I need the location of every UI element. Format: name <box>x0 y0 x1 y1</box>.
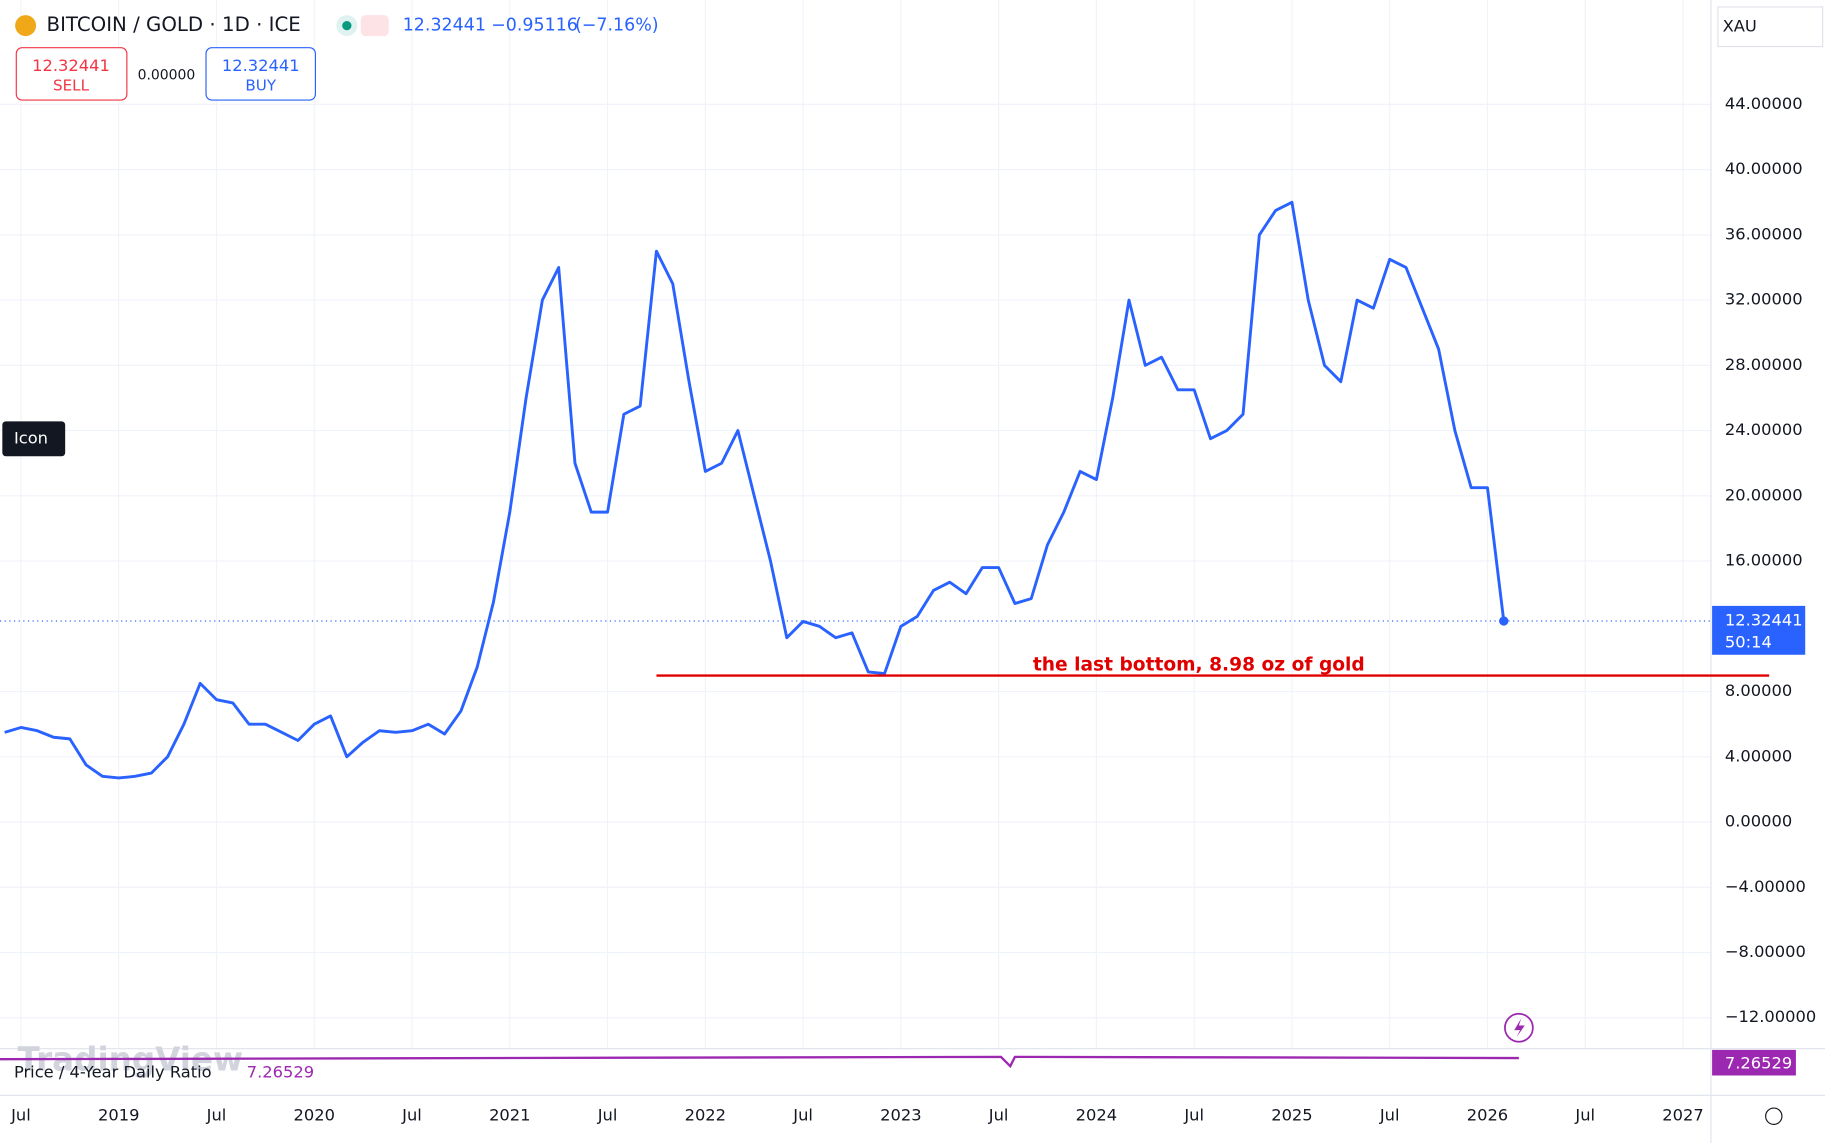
sell-price: 12.32441 <box>32 56 110 75</box>
status-dot <box>342 20 352 31</box>
x-tick-label: 2019 <box>98 1106 139 1125</box>
y-tick-label: 20.00000 <box>1725 485 1803 504</box>
y-tick-label: 16.00000 <box>1725 551 1803 570</box>
alert-icon[interactable] <box>1504 1012 1534 1043</box>
x-tick-label: 2026 <box>1467 1106 1508 1125</box>
buy-label: BUY <box>245 77 276 95</box>
x-tick-label: 2022 <box>685 1106 726 1125</box>
status-delayed <box>360 15 389 37</box>
x-tick-label: 2020 <box>294 1106 335 1125</box>
indicator-line <box>0 1055 1519 1069</box>
x-tick-label: Jul <box>597 1106 618 1125</box>
y-tick-label: 32.00000 <box>1725 290 1803 309</box>
grid <box>0 0 1711 1049</box>
alert-bolt <box>1514 1018 1525 1038</box>
annotation-text: the last bottom, 8.98 oz of gold <box>1033 655 1365 676</box>
x-tick-label: 2027 <box>1662 1106 1703 1125</box>
x-tick-label: 2023 <box>880 1106 921 1125</box>
settings-icon[interactable] <box>1765 1107 1783 1125</box>
change: −0.95116 <box>491 16 578 36</box>
sell-label: SELL <box>53 77 90 95</box>
y-tick-label: 24.00000 <box>1725 420 1803 439</box>
y-tick-label: 0.00000 <box>1725 812 1792 831</box>
x-tick-label: Jul <box>1574 1106 1595 1125</box>
spread: 0.00000 <box>138 68 196 84</box>
symbol[interactable]: BITCOIN / GOLD · 1D · ICE <box>47 13 301 36</box>
y-tick-label: −4.00000 <box>1725 877 1806 896</box>
x-tick-label: Jul <box>792 1106 813 1125</box>
y-tick-label: 4.00000 <box>1725 746 1792 765</box>
x-tick-label: 2024 <box>1076 1106 1117 1125</box>
price-line <box>4 200 1506 780</box>
y-tick-label: 28.00000 <box>1725 355 1803 374</box>
countdown: 50:14 <box>1725 633 1772 652</box>
y-tick-label: 8.00000 <box>1725 681 1792 700</box>
y-tick-label: −12.00000 <box>1725 1007 1816 1026</box>
y-tick-label: −8.00000 <box>1725 942 1806 961</box>
tooltip <box>2 421 66 457</box>
plot: the last bottom, 8.98 oz of gold <box>0 200 1770 780</box>
last-price: 12.32441 <box>403 16 486 36</box>
last-price-tag-value: 12.32441 <box>1725 611 1803 630</box>
x-tick-label: Jul <box>1379 1106 1400 1125</box>
y-tick-label: 36.00000 <box>1725 224 1803 243</box>
y-tick-label: 44.00000 <box>1725 94 1803 113</box>
x-tick-label: Jul <box>401 1106 422 1125</box>
x-tick-label: Jul <box>988 1106 1009 1125</box>
y-tick-label: 40.00000 <box>1725 159 1803 178</box>
indicator-name: Price / 4-Year Daily Ratio <box>14 1063 212 1082</box>
x-tick-label: Jul <box>10 1106 31 1125</box>
indicator-tag-value: 7.26529 <box>1725 1053 1792 1072</box>
x-tick-label: Jul <box>206 1106 227 1125</box>
last-price-tag <box>1712 605 1806 655</box>
tooltip-text: Icon <box>14 428 48 447</box>
indicator-tag <box>1712 1049 1796 1076</box>
buy-button[interactable] <box>205 47 316 101</box>
indicator-value: 7.26529 <box>247 1063 314 1082</box>
x-tick-label: Jul <box>1183 1106 1204 1125</box>
symbol-icon <box>15 15 37 37</box>
x-tick-label: 2021 <box>489 1106 530 1125</box>
currency-box[interactable] <box>1717 6 1824 48</box>
buy-price: 12.32441 <box>222 56 300 75</box>
x-tick-label: 2025 <box>1271 1106 1312 1125</box>
currency: XAU <box>1723 16 1757 35</box>
sell-button[interactable] <box>15 47 128 101</box>
last-point <box>1499 616 1509 626</box>
change-pct: (−7.16%) <box>575 16 659 36</box>
